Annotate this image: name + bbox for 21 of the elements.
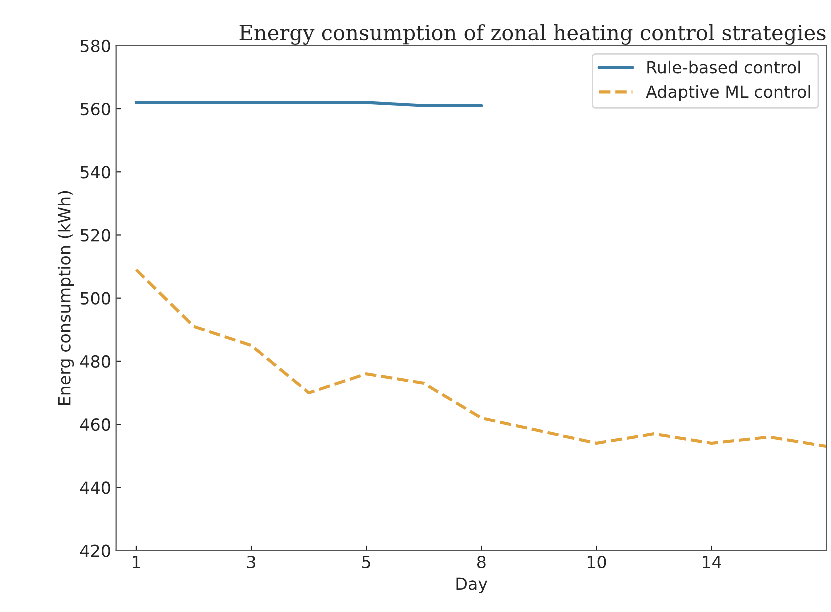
x-tick-label: 10 xyxy=(588,556,606,569)
x-tick-label: 1 xyxy=(133,556,140,568)
x-tick-label: 14 xyxy=(703,556,722,568)
chart-title: Energy consumption of zonal heating control strategies xyxy=(240,24,826,45)
y-tick-label: 420 xyxy=(80,544,110,558)
y-tick-label: 580 xyxy=(80,40,110,52)
y-tick-label: 560 xyxy=(80,102,110,116)
legend-label: Rule-based control xyxy=(648,60,800,74)
x-axis-title: Day xyxy=(456,578,488,594)
x-tick-label: 5 xyxy=(362,556,370,569)
y-tick-label: 500 xyxy=(80,292,110,305)
line-series xyxy=(134,268,827,448)
y-tick-label: 440 xyxy=(80,482,110,494)
x-tick-label: 3 xyxy=(248,556,256,569)
y-tick-label: 520 xyxy=(80,229,110,242)
y-tick-label: 460 xyxy=(80,418,110,432)
y-tick-label: 480 xyxy=(80,355,110,368)
x-tick-label: 8 xyxy=(477,556,486,569)
y-axis-title: Energ consumption (kWh) xyxy=(58,191,74,406)
legend-label: Adaptive ML control xyxy=(646,85,810,102)
y-tick-label: 540 xyxy=(80,166,110,179)
